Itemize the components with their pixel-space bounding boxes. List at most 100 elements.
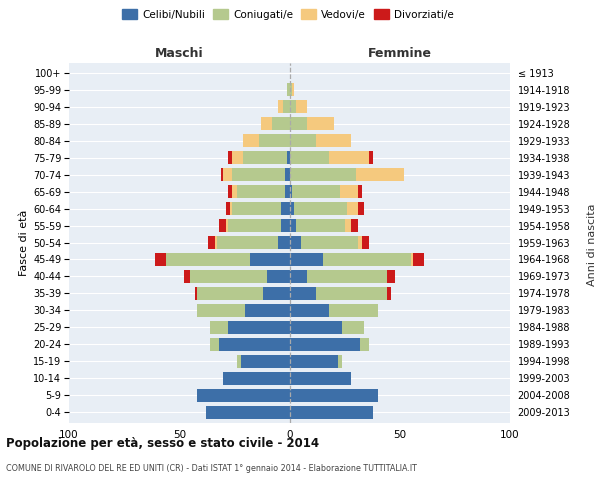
Bar bbox=[287, 151, 290, 164]
Bar bbox=[290, 202, 294, 215]
Bar bbox=[316, 134, 351, 147]
Bar bbox=[343, 320, 364, 334]
Bar bbox=[290, 83, 292, 96]
Bar bbox=[250, 252, 290, 266]
Bar bbox=[307, 117, 334, 130]
Bar bbox=[197, 286, 263, 300]
Bar bbox=[223, 168, 232, 181]
Bar bbox=[283, 100, 290, 114]
Bar bbox=[301, 236, 358, 250]
Bar bbox=[290, 304, 329, 317]
Bar bbox=[290, 117, 307, 130]
Bar bbox=[230, 202, 232, 215]
Bar bbox=[386, 270, 395, 283]
Bar bbox=[228, 218, 281, 232]
Text: Maschi: Maschi bbox=[155, 47, 203, 60]
Bar bbox=[358, 236, 362, 250]
Bar bbox=[290, 151, 329, 164]
Bar bbox=[194, 286, 197, 300]
Bar bbox=[362, 236, 369, 250]
Bar bbox=[281, 202, 290, 215]
Bar bbox=[290, 185, 292, 198]
Bar bbox=[290, 100, 296, 114]
Bar bbox=[190, 270, 268, 283]
Bar bbox=[290, 354, 338, 368]
Bar bbox=[226, 202, 230, 215]
Bar bbox=[219, 338, 290, 351]
Bar bbox=[411, 252, 413, 266]
Bar bbox=[356, 168, 404, 181]
Bar bbox=[232, 168, 285, 181]
Text: Popolazione per età, sesso e stato civile - 2014: Popolazione per età, sesso e stato civil… bbox=[6, 438, 319, 450]
Bar bbox=[351, 218, 358, 232]
Bar bbox=[155, 252, 166, 266]
Bar bbox=[316, 286, 386, 300]
Text: COMUNE DI RIVAROLO DEL RE ED UNITI (CR) - Dati ISTAT 1° gennaio 2014 - Elaborazi: COMUNE DI RIVAROLO DEL RE ED UNITI (CR) … bbox=[6, 464, 417, 473]
Bar bbox=[290, 134, 316, 147]
Bar bbox=[228, 320, 290, 334]
Bar bbox=[272, 117, 290, 130]
Bar bbox=[290, 406, 373, 419]
Bar bbox=[236, 354, 241, 368]
Bar bbox=[232, 151, 243, 164]
Bar bbox=[296, 100, 307, 114]
Bar bbox=[344, 218, 351, 232]
Bar bbox=[226, 218, 228, 232]
Bar bbox=[241, 354, 290, 368]
Bar bbox=[259, 134, 290, 147]
Bar bbox=[290, 270, 307, 283]
Bar bbox=[285, 168, 290, 181]
Bar bbox=[287, 83, 290, 96]
Bar bbox=[221, 168, 223, 181]
Bar bbox=[245, 304, 290, 317]
Bar bbox=[294, 202, 347, 215]
Bar bbox=[210, 338, 219, 351]
Bar bbox=[329, 151, 369, 164]
Bar bbox=[268, 270, 290, 283]
Bar bbox=[261, 117, 272, 130]
Bar bbox=[340, 185, 358, 198]
Bar bbox=[290, 338, 360, 351]
Bar bbox=[184, 270, 190, 283]
Bar bbox=[290, 388, 378, 402]
Bar bbox=[358, 185, 362, 198]
Bar bbox=[358, 202, 364, 215]
Bar bbox=[290, 286, 316, 300]
Text: Femmine: Femmine bbox=[368, 47, 432, 60]
Bar bbox=[228, 185, 232, 198]
Y-axis label: Fasce di età: Fasce di età bbox=[19, 210, 29, 276]
Bar bbox=[290, 252, 323, 266]
Bar bbox=[290, 168, 356, 181]
Bar bbox=[278, 236, 290, 250]
Bar bbox=[296, 218, 344, 232]
Bar bbox=[292, 185, 340, 198]
Bar bbox=[228, 151, 232, 164]
Bar bbox=[307, 270, 386, 283]
Bar bbox=[285, 185, 290, 198]
Bar bbox=[243, 151, 287, 164]
Bar bbox=[243, 134, 259, 147]
Bar bbox=[290, 218, 296, 232]
Bar bbox=[208, 236, 215, 250]
Bar bbox=[197, 388, 290, 402]
Bar bbox=[323, 252, 411, 266]
Bar bbox=[217, 236, 278, 250]
Bar bbox=[281, 218, 290, 232]
Bar bbox=[263, 286, 290, 300]
Bar bbox=[290, 320, 343, 334]
Bar bbox=[232, 185, 236, 198]
Bar bbox=[215, 236, 217, 250]
Legend: Celibi/Nubili, Coniugati/e, Vedovi/e, Divorziati/e: Celibi/Nubili, Coniugati/e, Vedovi/e, Di… bbox=[118, 5, 458, 24]
Bar bbox=[338, 354, 343, 368]
Bar bbox=[223, 372, 290, 385]
Bar bbox=[347, 202, 358, 215]
Bar bbox=[219, 218, 226, 232]
Bar bbox=[166, 252, 250, 266]
Bar bbox=[197, 304, 245, 317]
Text: Anni di nascita: Anni di nascita bbox=[587, 204, 597, 286]
Bar bbox=[369, 151, 373, 164]
Bar bbox=[292, 83, 294, 96]
Bar bbox=[236, 185, 285, 198]
Bar bbox=[290, 372, 351, 385]
Bar bbox=[386, 286, 391, 300]
